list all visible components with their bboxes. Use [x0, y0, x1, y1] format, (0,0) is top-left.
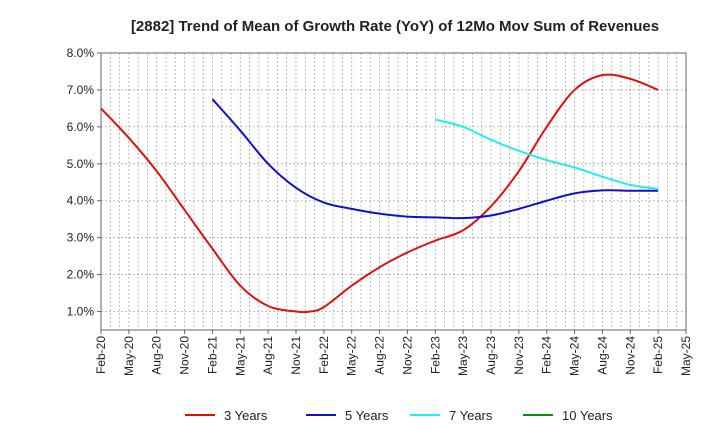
series-line-5-years — [211, 98, 659, 220]
y-tick-label: 4.0% — [67, 194, 95, 208]
x-tick-label: Feb-24 — [540, 336, 554, 374]
x-tick-label: Aug-23 — [484, 336, 498, 375]
legend-label-5-years: 5 Years — [345, 408, 389, 423]
x-tick-label: Feb-22 — [317, 336, 331, 374]
x-tick-label: May-24 — [568, 336, 582, 376]
x-tick-label: May-23 — [456, 336, 470, 376]
plot-area: 1.0% 2.0% 3.0% 4.0% 5.0% 6.0% 7.0% 8.0% Feb-20 Ma… — [67, 46, 693, 376]
x-tick-label: May-21 — [233, 336, 247, 376]
x-tick-label: Feb-25 — [651, 336, 665, 374]
y-tick-label: 1.0% — [67, 305, 95, 319]
x-tick-label: Nov-21 — [289, 336, 303, 375]
series-line-3-years — [100, 73, 659, 314]
y-tick-label: 3.0% — [67, 231, 95, 245]
y-tick-label: 8.0% — [67, 46, 95, 60]
x-tick-label: Feb-23 — [428, 336, 442, 374]
x-tick-label: May-22 — [345, 336, 359, 376]
x-tick-label: Aug-24 — [595, 336, 609, 375]
x-tick-label: Feb-21 — [205, 336, 219, 374]
x-tick-label: Nov-23 — [512, 336, 526, 375]
y-tick-label: 5.0% — [67, 157, 95, 171]
x-tick-label: Nov-20 — [178, 336, 192, 375]
chart-title: [2882] Trend of Mean of Growth Rate (YoY… — [131, 18, 659, 35]
y-tick-label: 6.0% — [67, 120, 95, 134]
x-tick-label: Feb-20 — [94, 336, 108, 374]
y-tick-label: 2.0% — [67, 268, 95, 282]
series-line-7-years — [435, 118, 659, 190]
legend-label-10-years: 10 Years — [562, 408, 613, 423]
x-tick-label: May-20 — [122, 336, 136, 376]
legend-label-3-years: 3 Years — [224, 408, 268, 423]
x-tick-label: Nov-22 — [400, 336, 414, 375]
x-tick-label: Aug-21 — [261, 336, 275, 375]
x-tick-label: Nov-24 — [623, 336, 637, 375]
plot-frame — [100, 52, 687, 331]
x-tick-label: Aug-20 — [150, 336, 164, 375]
x-tick-label: Aug-22 — [373, 336, 387, 375]
y-tick-label: 7.0% — [67, 83, 95, 97]
legend: 3 Years 5 Years 7 Years 10 Years — [185, 408, 613, 423]
legend-label-7-years: 7 Years — [449, 408, 493, 423]
x-tick-label: May-25 — [679, 336, 693, 376]
